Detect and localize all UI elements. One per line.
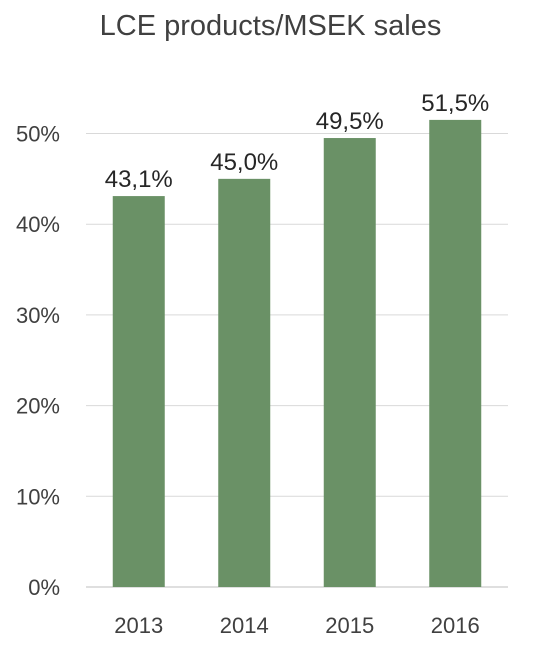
y-tick-label: 0%: [28, 575, 60, 600]
data-labels: 43,1% 45,0% 49,5% 51,5%: [105, 90, 490, 193]
data-label: 45,0%: [210, 149, 278, 176]
y-tick-label: 30%: [16, 303, 60, 328]
x-tick-label: 2014: [220, 613, 269, 638]
x-tick-label: 2016: [431, 613, 480, 638]
x-tick-label: 2013: [114, 613, 163, 638]
x-axis-labels: 2013 2014 2015 2016: [114, 613, 479, 638]
chart-title: LCE products/MSEK sales: [99, 10, 442, 42]
bar-2016: [429, 119, 482, 588]
bar-2014: [218, 178, 271, 587]
bar-2013: [112, 196, 165, 587]
data-label: 49,5%: [316, 108, 384, 135]
y-tick-label: 10%: [16, 484, 60, 509]
x-tick-label: 2015: [325, 613, 374, 638]
bar-2015: [323, 138, 376, 587]
y-tick-label: 40%: [16, 212, 60, 237]
y-axis-labels: 0% 10% 20% 30% 40% 50%: [16, 122, 60, 601]
data-label: 43,1%: [105, 166, 173, 193]
y-tick-label: 20%: [16, 394, 60, 419]
y-tick-label: 50%: [16, 122, 60, 147]
data-label: 51,5%: [421, 90, 489, 117]
bars: [112, 119, 482, 588]
